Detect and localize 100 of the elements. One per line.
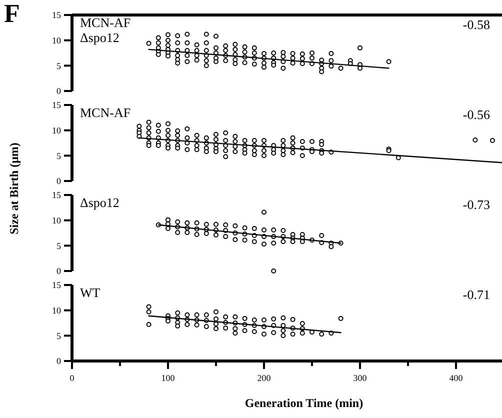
point — [223, 314, 228, 320]
point — [166, 217, 170, 222]
point — [280, 333, 286, 338]
point — [328, 244, 334, 250]
point — [262, 317, 266, 322]
y-tick-label: 0 — [56, 86, 62, 96]
x-tick-label: 100 — [161, 373, 176, 383]
point — [184, 220, 190, 226]
point — [184, 312, 190, 318]
point — [223, 326, 228, 331]
point — [280, 228, 286, 233]
point — [204, 312, 209, 318]
point — [262, 210, 266, 215]
y-tick-label: 0 — [56, 356, 62, 366]
point — [146, 304, 152, 310]
point — [262, 332, 266, 337]
point — [242, 316, 248, 321]
point — [194, 232, 200, 238]
point — [214, 316, 218, 322]
point — [194, 220, 200, 226]
annotation: MCN-AF — [80, 15, 131, 30]
point — [214, 309, 218, 314]
annotation: MCN-AF — [80, 105, 131, 120]
annotation: -0.56 — [462, 107, 490, 122]
annotation: -0.71 — [462, 287, 490, 302]
point — [290, 239, 296, 244]
point — [290, 316, 296, 322]
y-tick-label: 15 — [52, 190, 62, 200]
point — [319, 233, 324, 238]
y-tick-label: 5 — [56, 240, 62, 251]
y-tick-label: 10 — [52, 305, 62, 316]
point — [280, 239, 286, 244]
point — [271, 227, 276, 232]
y-tick-label: 10 — [52, 35, 62, 46]
point — [166, 318, 170, 324]
point — [280, 328, 286, 334]
annotation: WT — [80, 285, 100, 300]
point — [300, 321, 305, 326]
point — [262, 227, 266, 232]
point — [271, 330, 276, 336]
point — [242, 225, 248, 230]
x-tick-label: 400 — [449, 373, 464, 383]
y-axis-title: Size at Birth (μm) — [7, 142, 21, 234]
x-axis-title: Generation Time (min) — [244, 396, 364, 410]
point — [214, 326, 218, 332]
y-tick-label: 15 — [52, 100, 62, 110]
y-tick-label: 15 — [52, 280, 62, 290]
point — [242, 238, 248, 243]
point — [223, 222, 228, 228]
point — [175, 310, 180, 316]
point — [242, 328, 248, 334]
point — [175, 219, 180, 224]
point — [300, 239, 305, 244]
point — [175, 230, 180, 235]
x-tick-label: 0 — [70, 373, 75, 383]
point — [184, 230, 190, 235]
point — [232, 314, 238, 320]
point — [232, 237, 238, 242]
point — [232, 326, 238, 332]
point — [204, 324, 209, 330]
point — [194, 322, 200, 328]
point — [252, 226, 257, 231]
point — [252, 329, 257, 334]
y-tick-label: 5 — [56, 330, 62, 341]
y-tick-label: 5 — [56, 60, 62, 71]
point — [280, 315, 286, 320]
y-tick-label: 0 — [56, 176, 62, 186]
point — [271, 268, 276, 274]
annotation: -0.58 — [462, 17, 490, 32]
point — [214, 232, 218, 238]
point — [290, 332, 296, 337]
annotation: Δspo12 — [80, 195, 120, 210]
point — [166, 226, 170, 231]
point — [319, 332, 324, 337]
point — [194, 312, 200, 318]
point — [175, 324, 180, 329]
point — [232, 330, 238, 336]
point — [338, 316, 344, 321]
x-tick-label: 300 — [353, 373, 368, 383]
annotation: -0.73 — [462, 197, 490, 212]
y-tick-label: 10 — [52, 125, 62, 136]
point — [271, 240, 276, 246]
point — [146, 309, 152, 314]
y-tick-label: 0 — [56, 266, 62, 276]
annotation: Δspo12 — [80, 30, 120, 45]
point — [214, 222, 218, 227]
point — [223, 234, 228, 240]
point — [184, 322, 190, 328]
point — [232, 223, 238, 228]
y-tick-label: 15 — [52, 10, 62, 20]
y-tick-label: 10 — [52, 215, 62, 226]
point — [262, 242, 266, 247]
y-tick-label: 5 — [56, 150, 62, 161]
point — [271, 316, 276, 322]
point — [252, 317, 257, 322]
point — [204, 222, 209, 227]
point — [252, 239, 257, 244]
point — [204, 231, 209, 236]
chart-title: F — [4, 0, 20, 28]
point — [300, 330, 305, 336]
